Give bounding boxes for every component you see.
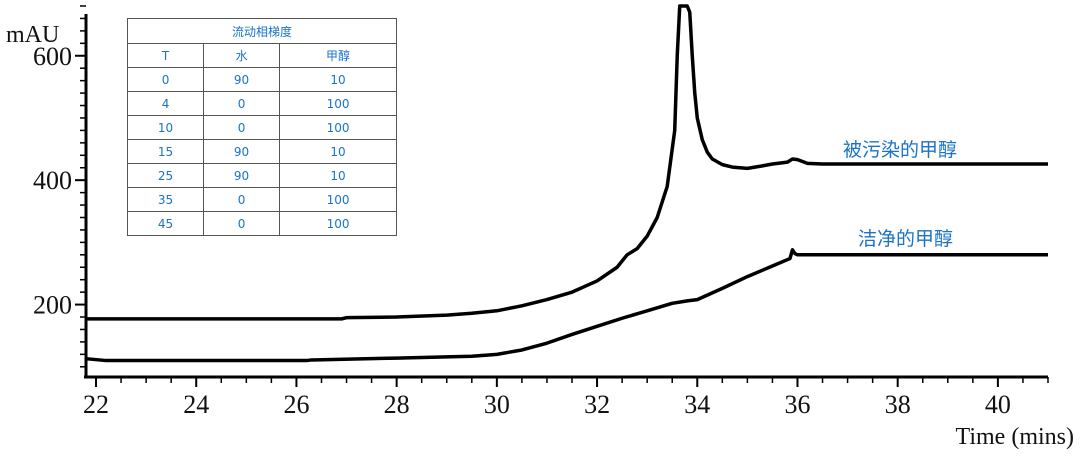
table-row: 10 0 100 — [126, 115, 397, 140]
x-tick-label: 38 — [885, 390, 911, 419]
table-row: 25 90 10 — [126, 163, 397, 188]
series-line-clean-methanol — [85, 248, 1048, 363]
header-time: T — [126, 43, 205, 68]
table-cell: 25 — [126, 163, 205, 188]
x-tick-label: 24 — [183, 390, 209, 419]
table-caption-row: 流动相梯度 — [127, 18, 397, 44]
series-label-clean-methanol: 洁净的甲醇 — [858, 228, 953, 250]
table-cell: 100 — [279, 187, 397, 212]
x-tick-label: 28 — [384, 390, 410, 419]
header-methanol: 甲醇 — [279, 43, 397, 68]
table-cell: 100 — [279, 91, 397, 116]
table-row: 15 90 10 — [126, 139, 397, 164]
x-tick-label: 32 — [584, 390, 610, 419]
header-water: 水 — [203, 43, 281, 68]
table-cell: 0 — [203, 211, 281, 236]
y-tick-label: 200 — [33, 291, 72, 320]
table-row: 4 0 100 — [126, 91, 397, 116]
x-tick-label: 30 — [484, 390, 510, 419]
table-cell: 35 — [126, 187, 205, 212]
table-row: 35 0 100 — [126, 187, 397, 212]
table-cell: 10 — [279, 139, 397, 164]
table-title: 流动相梯度 — [127, 18, 397, 44]
table-cell: 45 — [126, 211, 205, 236]
table-cell: 10 — [126, 115, 205, 140]
table-row: 45 0 100 — [126, 211, 397, 236]
table-cell: 0 — [203, 187, 281, 212]
y-axis-label: mAU — [6, 22, 59, 48]
mobile-phase-gradient-table: 流动相梯度 T 水 甲醇 0 90 10 4 0 100 10 0 100 15 90 10 25 90 1… — [126, 18, 397, 236]
x-tick-label: 40 — [985, 390, 1011, 419]
table-cell: 0 — [126, 67, 205, 92]
x-axis-label: Time (mins) — [956, 424, 1074, 450]
series-layer — [85, 4, 1048, 363]
table-header-row: T 水 甲醇 — [126, 43, 397, 68]
table-row: 0 90 10 — [126, 67, 397, 92]
table-cell: 10 — [279, 163, 397, 188]
table-cell: 90 — [203, 139, 281, 164]
table-cell: 0 — [203, 91, 281, 116]
table-cell: 10 — [279, 67, 397, 92]
table-cell: 15 — [126, 139, 205, 164]
y-tick-label: 400 — [33, 166, 72, 195]
y-tick-label: 600 — [33, 42, 72, 71]
table-cell: 90 — [203, 67, 281, 92]
x-tick-label: 34 — [684, 390, 710, 419]
table-cell: 100 — [279, 211, 397, 236]
x-tick-label: 36 — [784, 390, 810, 419]
table-cell: 100 — [279, 115, 397, 140]
table-body: 0 90 10 4 0 100 10 0 100 15 90 10 25 90 10 35 0 100 45 0 100 — [126, 67, 397, 236]
x-tick-label: 26 — [283, 390, 309, 419]
table-cell: 4 — [126, 91, 205, 116]
x-tick-label: 22 — [83, 390, 109, 419]
series-line-contaminated-methanol — [86, 4, 1048, 321]
series-label-contaminated-methanol: 被污染的甲醇 — [843, 139, 957, 161]
table-cell: 0 — [203, 115, 281, 140]
table-cell: 90 — [203, 163, 281, 188]
